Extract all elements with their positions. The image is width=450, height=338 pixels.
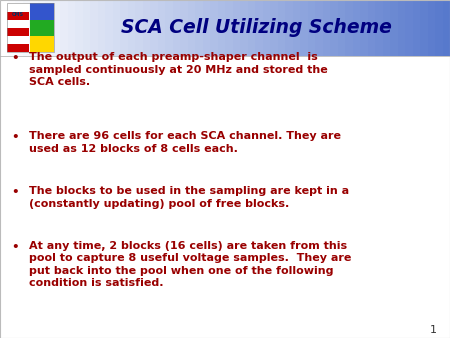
Bar [112,0,120,56]
Bar [375,0,382,56]
Bar [300,0,307,56]
Bar [37,0,45,56]
Bar [397,0,405,56]
Bar [217,0,225,56]
Text: •: • [11,52,19,65]
Text: At any time, 2 blocks (16 cells) are taken from this
pool to capture 8 useful vo: At any time, 2 blocks (16 cells) are tak… [29,241,351,288]
Bar [7,36,29,44]
Bar [60,0,68,56]
Bar [7,3,54,52]
Bar [31,20,54,36]
Bar [240,0,248,56]
Bar [127,0,135,56]
Text: The output of each preamp-shaper channel  is
sampled continuously at 20 MHz and : The output of each preamp-shaper channel… [29,52,328,87]
Bar [352,0,360,56]
Bar [338,0,345,56]
Bar [360,0,368,56]
Bar [30,0,37,56]
Bar [345,0,352,56]
Bar [390,0,397,56]
Bar [180,0,188,56]
Bar [435,0,442,56]
Bar [233,0,240,56]
Text: •: • [11,186,19,199]
Bar [31,3,54,20]
Bar [143,0,150,56]
Bar [278,0,285,56]
Bar [255,0,262,56]
Bar [188,0,195,56]
Bar [307,0,315,56]
Bar [98,0,105,56]
Bar [7,11,29,20]
Text: There are 96 cells for each SCA channel. They are
used as 12 blocks of 8 cells e: There are 96 cells for each SCA channel.… [29,131,341,154]
Bar [15,0,22,56]
Bar [382,0,390,56]
Bar [7,20,29,28]
Bar [0,0,8,56]
Bar [420,0,428,56]
Bar [323,0,330,56]
Bar [413,0,420,56]
Bar [75,0,82,56]
Bar [150,0,157,56]
Bar [330,0,338,56]
Bar [45,0,53,56]
Bar [195,0,202,56]
Bar [202,0,210,56]
Bar [428,0,435,56]
Bar [292,0,300,56]
Bar [165,0,172,56]
Bar [82,0,90,56]
Bar [225,0,233,56]
Text: The blocks to be used in the sampling are kept in a
(constantly updating) pool o: The blocks to be used in the sampling ar… [29,186,349,209]
Bar [405,0,413,56]
Text: •: • [11,241,19,254]
Bar [90,0,98,56]
Bar [442,0,450,56]
Bar [22,0,30,56]
Bar [270,0,278,56]
Bar [7,44,29,52]
Bar [105,0,112,56]
Bar [8,0,15,56]
Bar [158,0,165,56]
Text: SCA Cell Utilizing Scheme: SCA Cell Utilizing Scheme [121,18,392,38]
Bar [31,36,54,52]
Bar [248,0,255,56]
Bar [68,0,75,56]
Bar [210,0,217,56]
Bar [315,0,323,56]
Bar [262,0,270,56]
Bar [368,0,375,56]
Bar [285,0,293,56]
Bar [120,0,127,56]
Bar [7,3,29,11]
Bar [172,0,180,56]
Text: 1: 1 [429,324,436,335]
Bar [135,0,143,56]
Bar [53,0,60,56]
Bar [7,28,29,36]
Text: CMS: CMS [12,12,24,17]
Text: •: • [11,131,19,144]
